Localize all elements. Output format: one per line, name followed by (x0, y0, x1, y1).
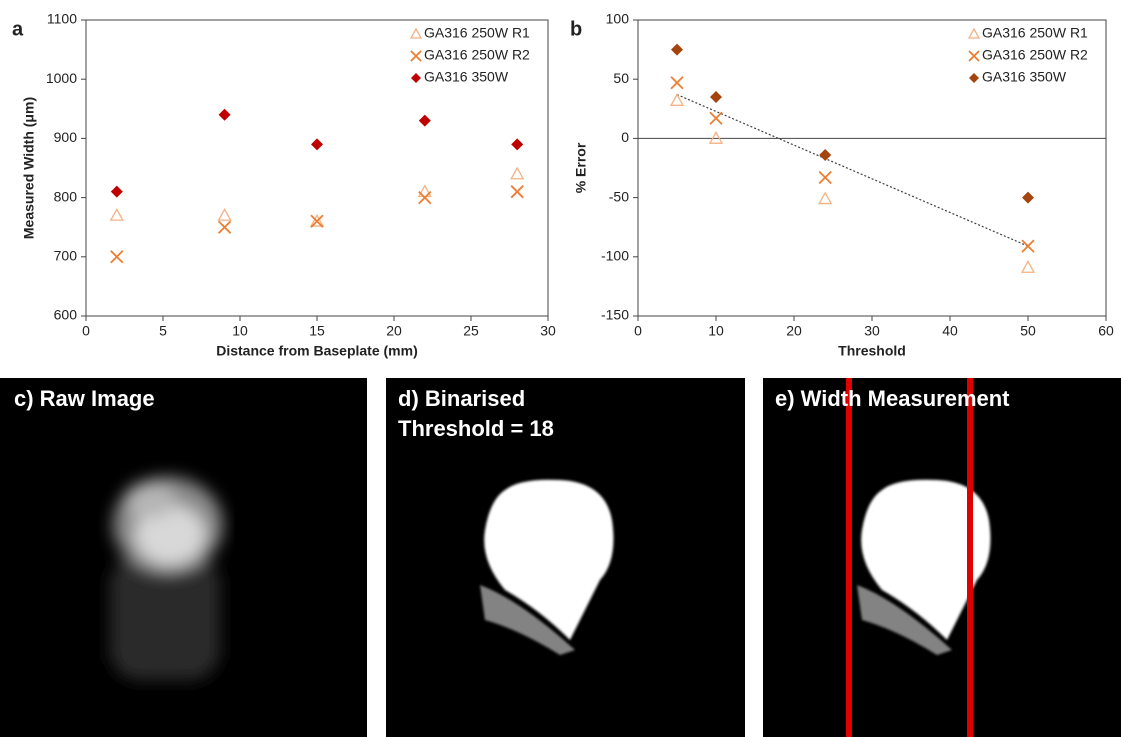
raw-image: c) Raw Image (0, 378, 367, 737)
y-tick-label: 600 (54, 307, 78, 323)
y-axis-title: % Error (573, 142, 589, 193)
legend-marker (969, 29, 979, 38)
width-measurement-image: e) Width Measurement (763, 378, 1121, 737)
y-tick-label: 800 (54, 188, 78, 204)
y-tick-label: 700 (54, 248, 78, 264)
x-tick-label: 15 (309, 323, 325, 339)
data-point (111, 209, 123, 220)
data-point (710, 91, 722, 103)
y-tick-label: 1000 (46, 70, 77, 86)
x-tick-label: 20 (786, 323, 802, 339)
y-tick-label: -100 (601, 248, 629, 264)
data-point (219, 209, 231, 220)
plot-frame (638, 20, 1106, 316)
x-tick-label: 40 (942, 323, 958, 339)
y-tick-label: 900 (54, 129, 78, 145)
data-point (219, 221, 231, 233)
x-tick-label: 0 (634, 323, 642, 339)
legend-label: GA316 250W R2 (982, 47, 1088, 63)
legend-marker (969, 51, 979, 61)
y-tick-label: 0 (621, 129, 629, 145)
data-point (311, 138, 323, 150)
legend-marker (411, 29, 421, 38)
y-tick-label: -50 (609, 188, 629, 204)
data-point (419, 115, 431, 127)
data-point (511, 168, 523, 179)
legend-label: GA316 250W R1 (982, 25, 1088, 41)
x-tick-label: 10 (232, 323, 248, 339)
data-point (710, 132, 722, 143)
legend-label: GA316 350W (982, 69, 1067, 85)
data-point (671, 44, 683, 56)
data-point (819, 171, 831, 183)
x-tick-label: 30 (540, 323, 556, 339)
data-point (1022, 192, 1034, 204)
plot-frame (86, 20, 548, 316)
data-point (219, 109, 231, 121)
figure: c) Raw Image d) Binarised Threshold = 18… (0, 0, 1121, 737)
x-tick-label: 25 (463, 323, 479, 339)
data-point (511, 138, 523, 150)
data-point (671, 77, 683, 89)
data-point (710, 112, 722, 124)
panel-label: a (12, 18, 24, 40)
data-point (419, 186, 431, 197)
x-axis-title: Threshold (838, 343, 906, 359)
data-point (819, 193, 831, 204)
data-point (819, 149, 831, 161)
binarised-image: d) Binarised Threshold = 18 (386, 378, 745, 737)
trendline (677, 95, 1028, 247)
x-tick-label: 30 (864, 323, 880, 339)
panel-subtitle: Threshold = 18 (398, 416, 554, 441)
data-point (111, 251, 123, 263)
panel-label: b (570, 18, 582, 40)
data-point (511, 186, 523, 198)
y-tick-label: 100 (606, 11, 630, 27)
x-tick-label: 50 (1020, 323, 1036, 339)
x-tick-label: 5 (159, 323, 167, 339)
data-point (111, 186, 123, 198)
data-point (1022, 240, 1034, 252)
legend-label: GA316 250W R1 (424, 25, 530, 41)
x-tick-label: 60 (1098, 323, 1114, 339)
legend-label: GA316 350W (424, 69, 509, 85)
y-tick-label: 1100 (47, 11, 77, 27)
x-tick-label: 10 (708, 323, 724, 339)
x-tick-label: 0 (82, 323, 90, 339)
panel-title: e) Width Measurement (775, 386, 1010, 411)
panel-title: c) Raw Image (14, 386, 155, 411)
data-point (419, 192, 431, 204)
legend-marker (411, 51, 421, 61)
x-axis-title: Distance from Baseplate (mm) (216, 343, 418, 359)
panel-title: d) Binarised (398, 386, 525, 411)
legend-marker (411, 73, 421, 83)
y-tick-label: 50 (613, 70, 629, 86)
legend-label: GA316 250W R2 (424, 47, 530, 63)
y-tick-label: -150 (601, 307, 629, 323)
y-axis-title: Measured Width (μm) (21, 97, 37, 239)
x-tick-label: 20 (386, 323, 402, 339)
data-point (1022, 261, 1034, 272)
legend-marker (969, 73, 979, 83)
